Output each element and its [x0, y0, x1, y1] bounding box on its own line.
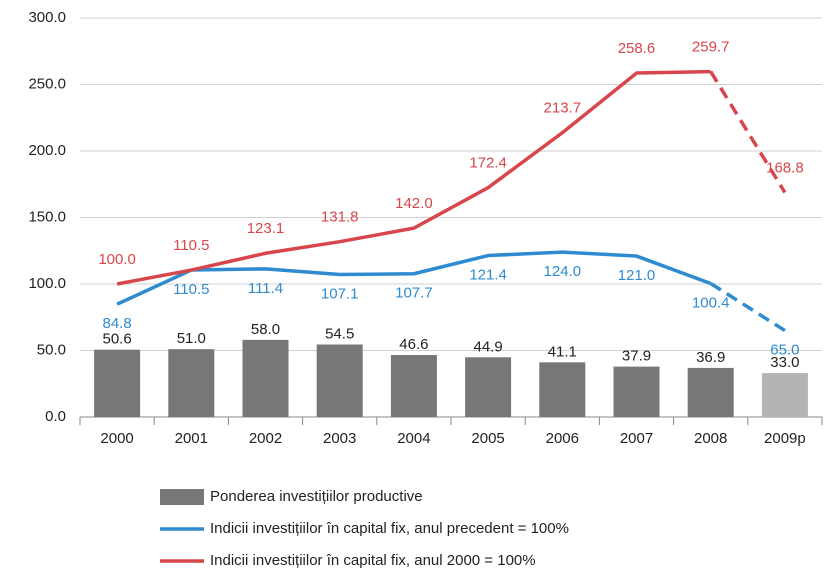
legend-label: Indicii investițiilor în capital fix, an…	[210, 552, 536, 569]
bar-label: 36.9	[696, 349, 725, 366]
y-tick-label: 200.0	[28, 142, 66, 159]
bar	[242, 339, 289, 417]
bar-label: 58.0	[251, 321, 280, 338]
bar-label: 37.9	[622, 348, 651, 365]
data-label: 258.6	[618, 40, 656, 57]
data-label: 110.5	[173, 281, 209, 298]
data-label: 100.0	[98, 251, 136, 268]
data-label: 107.1	[321, 286, 359, 303]
data-label: 131.8	[321, 209, 359, 226]
bar-label: 51.0	[177, 330, 206, 347]
data-label: 259.7	[692, 39, 730, 56]
x-tick-label: 2003	[323, 430, 356, 447]
bar	[687, 367, 734, 417]
x-tick-label: 2004	[397, 430, 430, 447]
bar-label: 50.6	[102, 331, 131, 348]
data-label: 123.1	[247, 220, 285, 237]
data-label: 121.4	[469, 267, 507, 284]
x-tick-label: 2001	[175, 430, 208, 447]
line	[116, 69, 711, 286]
data-label: 124.0	[544, 263, 582, 280]
legend-swatch	[160, 489, 204, 505]
y-tick-label: 150.0	[28, 208, 66, 225]
data-label: 84.8	[102, 315, 131, 332]
data-label: 172.4	[469, 155, 507, 172]
legend-label: Indicii investițiilor în capital fix, an…	[210, 520, 569, 537]
line	[709, 70, 787, 194]
bar	[465, 357, 512, 417]
bar-label: 33.0	[770, 354, 799, 371]
data-label: 110.5	[173, 237, 209, 254]
bar	[168, 349, 215, 417]
x-tick-label: 2009p	[764, 430, 806, 447]
data-label: 111.4	[248, 280, 283, 297]
x-tick-label: 2000	[100, 430, 133, 447]
bar-label: 46.6	[399, 336, 428, 353]
y-tick-label: 250.0	[28, 75, 66, 92]
x-tick-label: 2008	[694, 430, 727, 447]
line	[116, 250, 712, 306]
line	[709, 281, 786, 333]
bar	[94, 349, 141, 417]
bar	[761, 373, 808, 417]
data-label: 142.0	[395, 195, 433, 212]
bar	[613, 366, 660, 417]
data-label: 168.8	[766, 159, 804, 176]
bar-label: 41.1	[548, 343, 577, 360]
data-label: 100.4	[692, 294, 730, 311]
x-tick-label: 2005	[471, 430, 504, 447]
data-label: 65.0	[770, 342, 799, 359]
data-label: 121.0	[618, 267, 656, 284]
bar-label: 54.5	[325, 325, 354, 342]
data-label: 213.7	[544, 100, 582, 117]
bar	[390, 355, 437, 417]
y-tick-label: 0.0	[45, 408, 66, 425]
x-tick-label: 2007	[620, 430, 653, 447]
x-tick-label: 2006	[546, 430, 579, 447]
y-tick-label: 100.0	[28, 275, 66, 292]
legend-label: Ponderea investițiilor productive	[210, 488, 423, 505]
data-label: 107.7	[395, 285, 433, 302]
bar	[539, 362, 586, 417]
x-tick-label: 2002	[249, 430, 282, 447]
y-tick-label: 50.0	[37, 341, 66, 358]
y-tick-label: 300.0	[28, 9, 66, 26]
bar	[316, 344, 363, 417]
bar-label: 44.9	[473, 338, 502, 355]
